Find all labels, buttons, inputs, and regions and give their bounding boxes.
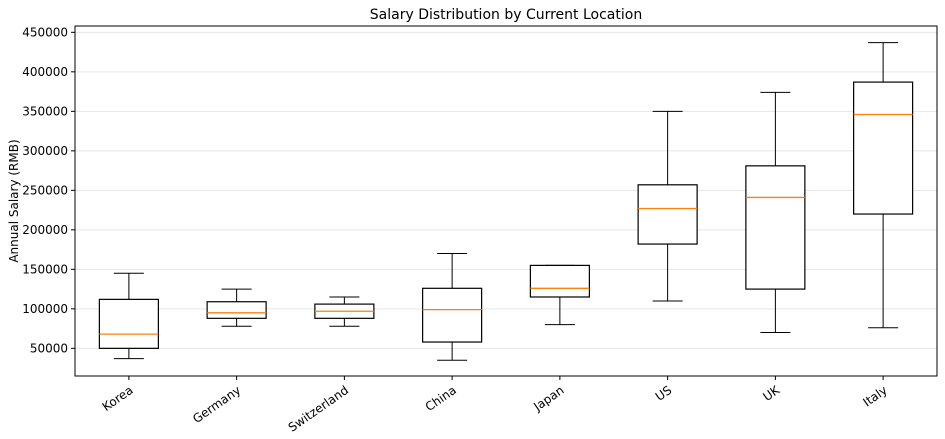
y-axis-label: Annual Salary (RMB) <box>7 139 21 262</box>
x-tick-label: UK <box>760 382 783 404</box>
plot-frame <box>74 25 938 377</box>
x-tick-label: Italy <box>860 383 889 409</box>
y-tick-label: 100000 <box>22 302 68 316</box>
x-tick-label: Germany <box>190 383 243 426</box>
box-japan <box>529 264 590 326</box>
iqr-box <box>206 301 267 319</box>
y-tick-label: 50000 <box>30 341 68 355</box>
chart-title: Salary Distribution by Current Location <box>370 7 642 23</box>
y-axis: 50000 100000 150000 200000 250000 300000 35000… <box>22 25 75 355</box>
y-tick-label: 200000 <box>22 223 68 237</box>
box-korea <box>98 272 159 360</box>
y-tick-label: 300000 <box>22 144 68 158</box>
y-tick-label: 400000 <box>22 65 68 79</box>
boxes-layer <box>98 42 914 361</box>
x-tick-label: Switzerland <box>286 383 351 435</box>
y-tick-label: 150000 <box>22 262 68 276</box>
box-switzerland <box>314 296 375 327</box>
box-us <box>637 110 698 302</box>
y-tick-label: 250000 <box>22 183 68 197</box>
iqr-box <box>745 165 806 290</box>
iqr-box <box>422 287 483 343</box>
x-axis: Korea Germany Switzerland China Japan US UK Ita… <box>100 376 890 435</box>
y-tick-label: 450000 <box>22 25 68 39</box>
grid-lines <box>75 31 937 349</box>
iqr-box <box>98 298 159 349</box>
x-tick-label: China <box>423 383 459 414</box>
box-china <box>422 253 483 361</box>
iqr-box <box>853 81 914 215</box>
box-germany <box>206 288 267 327</box>
box-uk <box>745 91 806 334</box>
box-italy <box>853 42 914 329</box>
iqr-box <box>637 184 698 245</box>
iqr-box <box>529 264 590 298</box>
y-tick-label: 350000 <box>22 104 68 118</box>
x-tick-label: Japan <box>530 383 566 414</box>
x-tick-label: US <box>653 383 674 404</box>
x-tick-label: Korea <box>100 383 136 414</box>
